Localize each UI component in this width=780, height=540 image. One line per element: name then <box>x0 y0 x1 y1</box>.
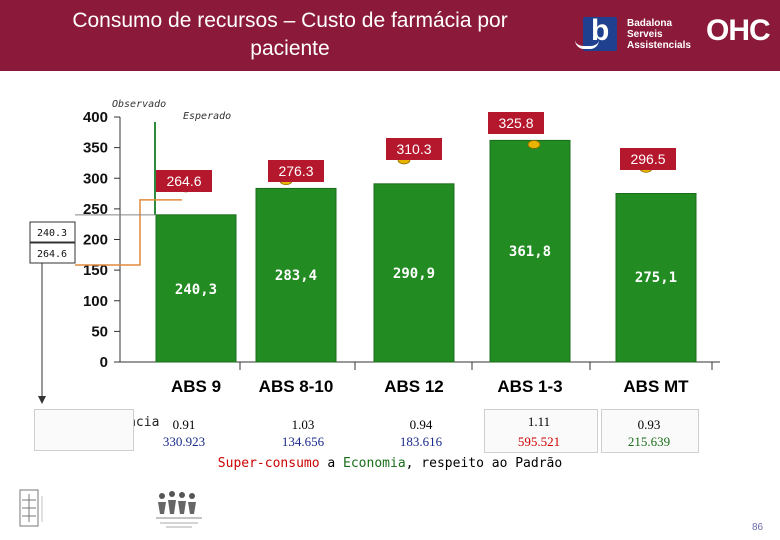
bar-observed <box>155 214 237 363</box>
impact-value: 330.923 <box>162 434 206 449</box>
expected-value-label: 310.3 <box>396 141 431 157</box>
x-tick-label: ABS 8-10 <box>259 377 334 396</box>
footnote-super-consumo: Super-consumo <box>217 456 320 471</box>
bar-value-label: 361,8 <box>509 244 551 260</box>
page-title: Consumo de recursos – Custo de farmácia … <box>0 7 580 63</box>
institution-seal-logo <box>156 491 202 528</box>
expected-value-box <box>156 170 212 192</box>
efficiency-cell-highlight-2 <box>601 409 699 453</box>
x-tick-label: ABS 9 <box>171 377 221 396</box>
efficiency-cell-highlight <box>484 409 598 453</box>
efficiency-index: 0.94 <box>409 417 433 432</box>
reference-label-observed: 240.3 <box>37 228 67 239</box>
bar-observed <box>489 139 571 363</box>
y-tick-label: 300 <box>83 170 108 187</box>
efficiency-cell-abs9: 0.91 330.923 <box>134 416 234 450</box>
expected-value-label: 325.8 <box>498 115 533 131</box>
impact-value: 134.656 <box>281 434 325 449</box>
arrow-down-icon <box>38 396 46 404</box>
expected-value-box <box>620 148 676 170</box>
row-label-cell <box>34 409 134 451</box>
bar-observed <box>373 183 455 363</box>
bar-observed <box>255 187 337 363</box>
bar-value-label: 240,3 <box>175 282 217 298</box>
efficiency-cell-abs1-3: 1.11 595.521 <box>489 413 589 450</box>
ohc-logo: OHC <box>706 14 771 47</box>
x-tick-label: ABS 1-3 <box>497 377 562 396</box>
expected-marker <box>527 140 541 149</box>
reference-box-expected <box>29 242 76 264</box>
expected-value-box <box>488 112 544 134</box>
reference-box-observed <box>29 221 76 243</box>
efficiency-cell-absmt: 0.93 215.639 <box>599 416 699 450</box>
bar-observed <box>615 193 697 363</box>
bar-value-label: 283,4 <box>275 268 317 284</box>
efficiency-index: 0.91 <box>172 417 196 432</box>
reference-label-expected: 264.6 <box>37 249 67 260</box>
logo-text-line-1: Badalona <box>627 18 673 29</box>
footnote: Super-consumo a Economia, respeito ao Pa… <box>0 456 780 471</box>
wave-icon <box>575 40 599 49</box>
logo-text-line-3: Assistencials <box>627 40 691 51</box>
x-tick-label: ABS 12 <box>384 377 444 396</box>
expected-reference-line <box>75 199 182 266</box>
expected-value-box <box>268 160 324 182</box>
y-tick-label: 50 <box>91 323 108 340</box>
efficiency-index: 1.03 <box>291 417 315 432</box>
efficiency-index: 1.11 <box>527 414 551 429</box>
logo-text-line-2: Serveis <box>627 29 663 40</box>
badalona-logo-text: Badalona Serveis Assistencials <box>627 18 691 51</box>
footnote-connector: a <box>319 456 344 471</box>
impact-value: 183.616 <box>399 434 443 449</box>
expected-value-label: 276.3 <box>278 163 313 179</box>
title-line-1: Consumo de recursos – Custo de farmácia … <box>72 9 508 32</box>
efficiency-cell-abs12: 0.94 183.616 <box>371 416 471 450</box>
footnote-rest: , respeito ao Padrão <box>405 456 563 471</box>
y-tick-label: 350 <box>83 140 108 157</box>
expected-value-label: 296.5 <box>630 151 665 167</box>
y-tick-label: 400 <box>83 109 108 126</box>
impact-value: 595.521 <box>517 434 561 449</box>
y-tick-label: 0 <box>100 354 108 371</box>
page-number: 86 <box>752 522 764 533</box>
ministry-of-health-logo <box>19 489 43 527</box>
title-bar <box>0 0 780 71</box>
y-tick-label: 150 <box>83 262 108 279</box>
impact-value: 215.639 <box>627 434 671 449</box>
y-tick-label: 200 <box>83 232 108 249</box>
expected-value-label: 264.6 <box>166 173 201 189</box>
y-tick-label: 100 <box>83 293 108 310</box>
efficiency-cell-abs8-10: 1.03 134.656 <box>253 416 353 450</box>
badalona-logo-letter: b <box>591 14 610 47</box>
title-line-2: paciente <box>250 37 330 60</box>
legend-expected: Esperado <box>183 111 231 122</box>
bar-value-label: 275,1 <box>635 270 677 286</box>
y-tick-label: 250 <box>83 201 108 218</box>
bar-chart: 0 50 100 150 200 250 300 350 400 240.3 264.6 Observ… <box>29 99 720 404</box>
legend-observed: Observado <box>112 99 166 110</box>
footnote-economia: Economia <box>343 456 406 471</box>
x-tick-label: ABS MT <box>623 377 689 396</box>
expected-value-box <box>386 138 442 160</box>
bar-value-label: 290,9 <box>393 266 435 282</box>
efficiency-index: 0.93 <box>637 417 661 432</box>
